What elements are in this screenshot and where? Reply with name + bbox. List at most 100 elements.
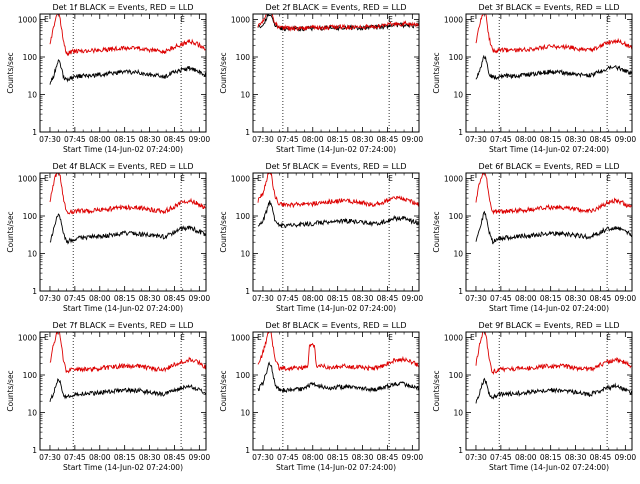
events-series-line <box>49 378 206 402</box>
x-tick-label: 08:30 <box>565 135 587 144</box>
y-tick-label: 1000 <box>231 174 250 183</box>
plot-frame <box>465 13 633 133</box>
y-tick-label: 1000 <box>18 333 37 342</box>
x-tick-label: 08:15 <box>540 294 562 303</box>
plot-frame <box>252 13 420 133</box>
e-marker-label: E <box>470 15 475 24</box>
events-series-line <box>49 213 206 245</box>
chart-panel-3: Det 3f BLACK = Events, RED = LLD Counts/s… <box>432 3 636 154</box>
x-tick-label: 08:45 <box>377 453 399 462</box>
x-tick-label: 08:30 <box>352 453 374 462</box>
y-tick-label: 1000 <box>444 333 463 342</box>
x-tick-label: 09:00 <box>189 294 211 303</box>
y-axis-label: Counts/sec <box>432 52 441 93</box>
x-tick-label: 07:30 <box>39 135 61 144</box>
x-axis-label: Start Time (14-Jun-02 07:24:00) <box>276 304 396 313</box>
x-tick-label: 08:45 <box>164 453 186 462</box>
y-axis-label: Counts/sec <box>219 370 228 411</box>
lld-series-line <box>257 14 419 32</box>
chart-panel-7: Det 7f BLACK = Events, RED = LLD Counts/s… <box>6 321 210 472</box>
y-axis-label: Counts/sec <box>219 52 228 93</box>
x-tick-label: 08:00 <box>302 294 324 303</box>
chart-title: Det 5f BLACK = Events, RED = LLD <box>265 162 406 171</box>
e-marker-label: E <box>470 333 475 342</box>
y-axis-label: Counts/sec <box>432 211 441 252</box>
y-tick-label: 1000 <box>444 174 463 183</box>
e-marker-label: E <box>44 174 49 183</box>
chart-title: Det 4f BLACK = Events, RED = LLD <box>52 162 193 171</box>
y-tick-label: 100 <box>23 53 38 62</box>
x-tick-label: 08:45 <box>164 135 186 144</box>
x-tick-label: 07:30 <box>39 294 61 303</box>
y-tick-label: 1000 <box>231 333 250 342</box>
x-tick-label: 09:00 <box>615 453 637 462</box>
x-axis-label: Start Time (14-Jun-02 07:24:00) <box>63 463 183 472</box>
y-tick-label: 100 <box>236 212 251 221</box>
x-tick-label: 09:00 <box>615 135 637 144</box>
lld-series-line <box>475 173 632 215</box>
x-tick-label: 09:00 <box>402 135 424 144</box>
events-series-line <box>257 14 419 32</box>
lld-series-line <box>49 332 206 374</box>
x-tick-label: 08:00 <box>515 453 537 462</box>
x-axis-label: Start Time (14-Jun-02 07:24:00) <box>489 463 609 472</box>
x-tick-label: 08:15 <box>327 453 349 462</box>
y-tick-label: 1 <box>32 128 37 137</box>
x-tick-label: 08:15 <box>540 135 562 144</box>
e-marker-label: E <box>606 333 611 342</box>
chart-title: Det 6f BLACK = Events, RED = LLD <box>478 162 619 171</box>
x-tick-label: 07:45 <box>490 294 512 303</box>
y-tick-label: 10 <box>240 249 250 258</box>
x-tick-label: 07:45 <box>64 453 86 462</box>
x-tick-label: 07:45 <box>277 294 299 303</box>
lld-series-line <box>257 332 419 372</box>
y-tick-label: 10 <box>453 408 463 417</box>
x-tick-label: 08:15 <box>114 453 136 462</box>
y-axis-label: Counts/sec <box>6 211 15 252</box>
x-tick-label: 08:30 <box>352 294 374 303</box>
x-axis-label: Start Time (14-Jun-02 07:24:00) <box>489 145 609 154</box>
chart-title: Det 9f BLACK = Events, RED = LLD <box>478 321 619 330</box>
x-tick-label: 08:00 <box>302 453 324 462</box>
x-tick-label: 08:00 <box>515 135 537 144</box>
y-tick-label: 1 <box>458 128 463 137</box>
x-tick-label: 07:45 <box>64 294 86 303</box>
chart-panel-8: Det 8f BLACK = Events, RED = LLD Counts/s… <box>219 321 423 472</box>
x-tick-label: 07:45 <box>490 453 512 462</box>
plot-frame <box>39 331 207 451</box>
chart-panel-4: Det 4f BLACK = Events, RED = LLD Counts/s… <box>6 162 210 313</box>
x-tick-label: 08:15 <box>327 135 349 144</box>
y-tick-label: 10 <box>240 90 250 99</box>
y-tick-label: 100 <box>23 212 38 221</box>
e-marker-label: E <box>388 174 393 183</box>
e-marker-label: E <box>388 333 393 342</box>
x-tick-label: 07:30 <box>465 453 487 462</box>
chart-panel-6: Det 6f BLACK = Events, RED = LLD Counts/s… <box>432 162 636 313</box>
y-tick-label: 1 <box>458 446 463 455</box>
lld-series-line <box>257 173 419 209</box>
e-marker-label: E <box>180 15 185 24</box>
x-tick-label: 08:00 <box>302 135 324 144</box>
plot-frame <box>252 331 420 451</box>
chart-panel-2: Det 2f BLACK = Events, RED = LLD Counts/s… <box>219 3 423 154</box>
x-tick-label: 08:45 <box>377 135 399 144</box>
e-marker-label: E <box>180 333 185 342</box>
y-tick-label: 1 <box>32 287 37 296</box>
lld-series-line <box>49 14 206 57</box>
x-tick-label: 08:15 <box>327 294 349 303</box>
x-tick-label: 08:45 <box>590 453 612 462</box>
lld-series-line <box>475 14 632 54</box>
events-series-line <box>49 59 206 85</box>
lld-series-line <box>475 332 632 375</box>
x-tick-label: 09:00 <box>189 135 211 144</box>
x-tick-label: 08:30 <box>139 294 161 303</box>
x-tick-label: 08:30 <box>352 135 374 144</box>
e-marker-label: E <box>257 174 262 183</box>
x-tick-label: 08:30 <box>139 453 161 462</box>
y-tick-label: 100 <box>449 371 464 380</box>
events-series-line <box>257 361 419 394</box>
x-axis-label: Start Time (14-Jun-02 07:24:00) <box>63 304 183 313</box>
chart-panel-9: Det 9f BLACK = Events, RED = LLD Counts/s… <box>432 321 636 472</box>
